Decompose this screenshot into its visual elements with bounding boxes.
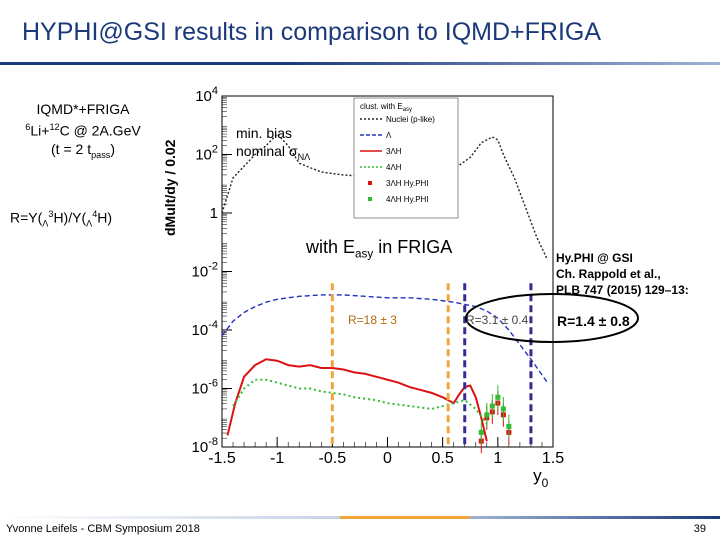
footer-author: Yvonne Leifels - CBM Symposium 2018 bbox=[6, 523, 200, 535]
with-easy-label: with Easy in FRIGA bbox=[306, 237, 453, 261]
page-number: 39 bbox=[693, 523, 706, 535]
legend-label-0: Nuclei (p-like) bbox=[386, 115, 435, 124]
x-tick-label: -0.5 bbox=[319, 450, 347, 467]
x-tick-label: -1 bbox=[270, 450, 284, 467]
x-tick-label: 0 bbox=[383, 450, 392, 467]
legend-label-5: 4ΛH Hy.PHI bbox=[386, 195, 429, 204]
series-5-point bbox=[495, 394, 501, 400]
ratio-right-value: R=1.4 ± 0.8 bbox=[557, 313, 630, 329]
legend-label-4: 3ΛH Hy.PHI bbox=[386, 179, 429, 188]
legend-title: clust. with Easy bbox=[360, 102, 412, 113]
series-5-point bbox=[478, 429, 484, 435]
series-3-line bbox=[232, 378, 488, 425]
y-tick-label: 10-2 bbox=[192, 261, 218, 281]
collision-system: 6Li+12C @ 2A.GeV bbox=[25, 122, 141, 139]
hyphi-reference: Hy.PHI @ GSI Ch. Rappold et al., PLB 747… bbox=[556, 251, 689, 297]
model-name: IQMD*+FRIGA bbox=[36, 101, 130, 117]
ratio-left-value: R=18 ± 3 bbox=[348, 313, 397, 327]
legend-marker-4 bbox=[368, 181, 372, 185]
nominal-sigma-label: nominal σNΛ bbox=[236, 143, 311, 162]
title-divider bbox=[0, 62, 720, 65]
x-tick-label: -1.5 bbox=[208, 450, 236, 467]
legend-label-1: Λ bbox=[386, 131, 392, 140]
y-tick-label: 104 bbox=[195, 85, 218, 105]
y-tick-label: 10-8 bbox=[192, 436, 218, 456]
x-tick-label: 0.5 bbox=[432, 450, 454, 467]
footer-rule-left bbox=[0, 516, 340, 519]
y-tick-label: 10-6 bbox=[192, 378, 218, 398]
min-bias-label: min. bias bbox=[236, 125, 293, 141]
footer-rule-accent bbox=[340, 516, 470, 519]
ratio-definition: R=Y(Λ3H)/Y(Λ4H) bbox=[10, 209, 113, 229]
series-5-point bbox=[489, 403, 495, 409]
series-5-point bbox=[506, 424, 512, 430]
y-tick-label: 1 bbox=[210, 205, 218, 222]
legend-marker-5 bbox=[368, 197, 372, 201]
series-2-line bbox=[226, 358, 488, 442]
series-5-point bbox=[484, 412, 490, 418]
series-1-line bbox=[221, 294, 549, 384]
legend-label-2: 3ΛH bbox=[386, 147, 402, 156]
x-axis-label: y0 bbox=[533, 466, 549, 490]
ratio-mid-value: R=3.1 ± 0.4 bbox=[466, 313, 529, 327]
slide-title: HYPHI@GSI results in comparison to IQMD+… bbox=[22, 18, 602, 46]
footer-rule-right bbox=[470, 516, 720, 519]
time-note: (t = 2 tpass) bbox=[51, 140, 115, 160]
legend-label-3: 4ΛH bbox=[386, 163, 402, 172]
model-description: IQMD*+FRIGA 6Li+12C @ 2A.GeV (t = 2 tpas… bbox=[8, 100, 158, 163]
y-tick-label: 10-4 bbox=[192, 319, 218, 339]
highlight-ellipse bbox=[465, 293, 639, 343]
y-tick-label: 102 bbox=[195, 144, 218, 164]
x-tick-label: 1 bbox=[493, 450, 502, 467]
series-5-point bbox=[500, 406, 506, 412]
x-tick-label: 1.5 bbox=[542, 450, 564, 467]
